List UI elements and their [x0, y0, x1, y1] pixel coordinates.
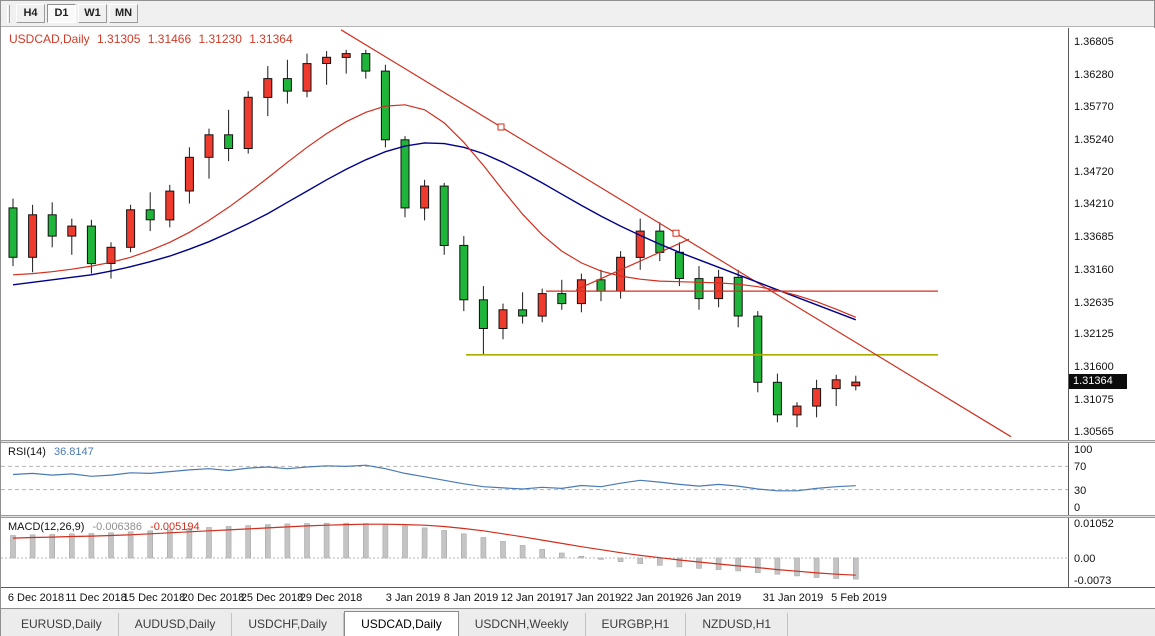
timeframe-button-w1[interactable]: W1: [78, 4, 107, 23]
macd-axis-label: 0.00: [1074, 553, 1096, 565]
macd-signal-value: -0.005194: [150, 521, 200, 533]
time-axis-label: 29 Dec 2018: [299, 592, 363, 604]
chart-tab-eurgbp[interactable]: EURGBP,H1: [586, 613, 687, 636]
chart-symbol-period: USDCAD,Daily: [9, 32, 90, 46]
time-axis-label: 17 Jan 2019: [560, 592, 622, 604]
price-axis-label: 1.34720: [1074, 166, 1114, 178]
rsi-panel: RSI(14) 36.8147 100 70 30 0: [1, 443, 1155, 515]
rsi-axis-label: 70: [1074, 461, 1087, 473]
rsi-label: RSI(14) 36.8147: [8, 446, 99, 458]
main-chart-panel: USDCAD,Daily 1.31305 1.31466 1.31230 1.3…: [1, 28, 1155, 440]
timeframe-button-h4[interactable]: H4: [16, 4, 45, 23]
time-axis[interactable]: 6 Dec 2018 11 Dec 2018 15 Dec 2018 20 Dec 2…: [1, 587, 1155, 608]
price-axis-label: 1.35240: [1074, 134, 1114, 146]
time-axis-label: 20 Dec 2018: [181, 592, 245, 604]
rsi-axis[interactable]: 100 70 30 0: [1068, 443, 1155, 515]
timeframe-button-d1[interactable]: D1: [47, 4, 76, 23]
ohlc-close: 1.31364: [249, 32, 293, 46]
ohlc-open: 1.31305: [97, 32, 141, 46]
price-axis-label: 1.33685: [1074, 231, 1114, 243]
chart-tab-nzdusd[interactable]: NZDUSD,H1: [686, 613, 789, 636]
price-axis-label: 1.34210: [1074, 198, 1114, 210]
price-axis-label: 1.36805: [1074, 36, 1114, 48]
current-price-tag: 1.31364: [1069, 374, 1127, 389]
chart-tab-usdcnh[interactable]: USDCNH,Weekly: [459, 613, 586, 636]
rsi-axis-label: 0: [1074, 502, 1081, 514]
macd-name: MACD(12,26,9): [8, 521, 85, 533]
price-axis[interactable]: 1.31364 1.36805 1.36280 1.35770 1.35240 1.34…: [1068, 28, 1155, 440]
ohlc-high: 1.31466: [147, 32, 192, 46]
time-axis-label: 11 Dec 2018: [65, 592, 127, 604]
rsi-chart[interactable]: [1, 443, 1068, 515]
price-axis-label: 1.30565: [1074, 426, 1114, 438]
time-axis-label: 22 Jan 2019: [620, 592, 682, 604]
panel-splitter[interactable]: [1, 515, 1155, 518]
panel-splitter[interactable]: [1, 440, 1155, 443]
time-axis-label: 15 Dec 2018: [122, 592, 186, 604]
price-axis-label: 1.31600: [1074, 361, 1114, 373]
timeframe-toolbar: H4 D1 W1 MN: [1, 1, 1154, 27]
time-axis-label: 26 Jan 2019: [680, 592, 742, 604]
timeframe-button-mn[interactable]: MN: [109, 4, 138, 23]
time-axis-label: 6 Dec 2018: [7, 592, 65, 604]
price-chart[interactable]: [1, 28, 1068, 440]
rsi-value: 36.8147: [53, 446, 94, 458]
price-axis-label: 1.31075: [1074, 394, 1114, 406]
macd-axis-label: 0.01052: [1074, 518, 1114, 530]
price-axis-label: 1.35770: [1074, 101, 1114, 113]
time-axis-label: 12 Jan 2019: [500, 592, 562, 604]
ohlc-low: 1.31230: [198, 32, 242, 46]
macd-label: MACD(12,26,9) -0.006386 -0.005194: [8, 521, 205, 533]
chart-title: USDCAD,Daily 1.31305 1.31466 1.31230 1.3…: [9, 32, 297, 46]
macd-axis-label: -0.0073: [1074, 575, 1112, 587]
rsi-axis-label: 100: [1074, 444, 1093, 456]
chart-tab-usdcad[interactable]: USDCAD,Daily: [344, 611, 459, 636]
price-axis-label: 1.36280: [1074, 69, 1114, 81]
price-axis-label: 1.33160: [1074, 264, 1114, 276]
timeframe-button-group: H4 D1 W1 MN: [16, 4, 140, 23]
macd-chart[interactable]: [1, 518, 1068, 587]
macd-panel: MACD(12,26,9) -0.006386 -0.005194 0.0105…: [1, 518, 1155, 587]
macd-axis[interactable]: 0.01052 0.00 -0.0073: [1068, 518, 1155, 587]
rsi-name: RSI(14): [8, 446, 46, 458]
time-axis-label: 25 Dec 2018: [240, 592, 304, 604]
macd-main-value: -0.006386: [92, 521, 143, 533]
chart-tab-bar: EURUSD,Daily AUDUSD,Daily USDCHF,Daily USDC…: [1, 608, 1155, 636]
time-axis-label: 31 Jan 2019: [762, 592, 824, 604]
rsi-axis-label: 30: [1074, 485, 1087, 497]
toolbar-grip[interactable]: [7, 4, 10, 23]
time-axis-label: 3 Jan 2019: [385, 592, 441, 604]
time-axis-label: 5 Feb 2019: [831, 592, 887, 604]
price-axis-label: 1.32635: [1074, 297, 1114, 309]
chart-tab-audusd[interactable]: AUDUSD,Daily: [119, 613, 233, 636]
price-axis-label: 1.32125: [1074, 328, 1114, 340]
chart-tab-eurusd[interactable]: EURUSD,Daily: [5, 613, 119, 636]
time-axis-label: 8 Jan 2019: [443, 592, 499, 604]
chart-tab-usdchf[interactable]: USDCHF,Daily: [232, 613, 345, 636]
